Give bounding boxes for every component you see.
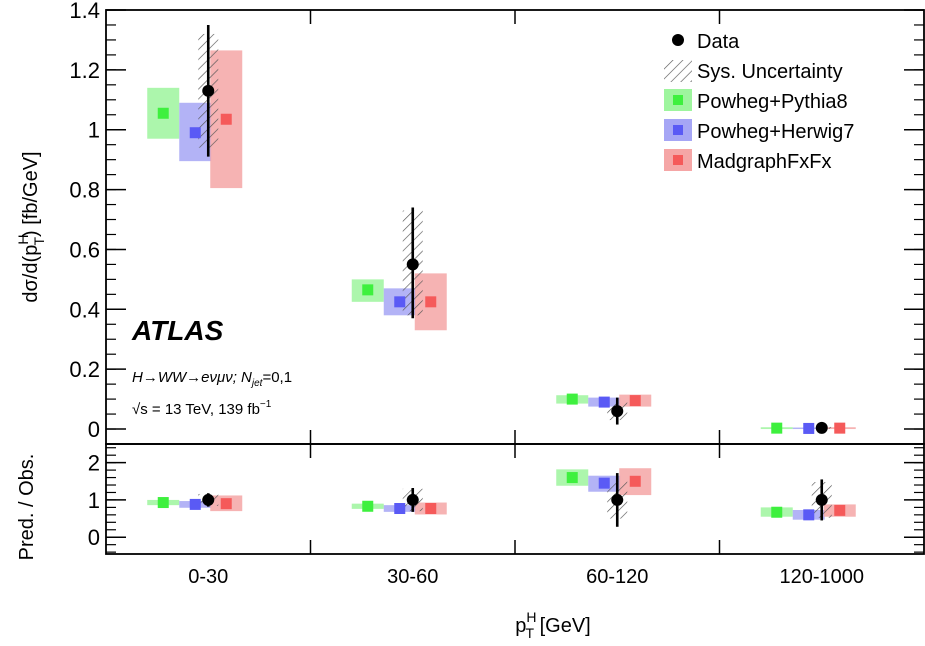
ratio-marker-1-3 [803,509,815,521]
ratio-marker-0-3 [771,506,783,518]
main-marker-1-2 [598,396,610,408]
legend-label-0: Powheg+Pythia8 [697,91,848,113]
x-tick-label: 120-1000 [779,566,864,588]
main-marker-0-0 [157,107,169,119]
legend-sys-swatch [664,60,692,82]
legend-marker-1 [673,125,683,135]
ratio-axes: 0 1 2 [88,444,924,554]
process-label: H→WW→eνμν; Njet=0,1 [132,369,292,389]
legend-data-label: Data [697,31,740,53]
ratio-marker-0-2 [566,472,578,484]
main-marker-1-3 [803,422,815,434]
main-ytick-label: 0.4 [69,297,100,322]
ratio-ytick-label: 1 [88,488,100,513]
main-ytick-label: 0.8 [69,178,100,203]
ratio-marker-2-0 [220,498,232,510]
main-data-point-1 [406,258,419,271]
main-ytick-label: 0 [88,417,100,442]
legend: Data Sys. Uncertainty Powheg+Pythia8 Powh… [664,31,854,173]
main-data-points [202,24,828,434]
ratio-data-point-1 [406,493,419,506]
main-ytick-label: 0.2 [69,357,100,382]
legend-marker-0 [673,95,683,105]
legend-label-2: MadgraphFxFx [697,151,832,173]
ratio-y-axis-title: Pred. / Obs. [16,454,38,561]
main-data-point-0 [202,84,215,97]
ratio-data-points [202,473,828,527]
main-axes: 0 0.2 0.4 0.6 0.8 1 1.2 1.4 [69,0,924,445]
main-ytick-label: 0.6 [69,237,100,262]
x-tick-label: 0-30 [188,566,228,588]
main-marker-2-2 [629,395,641,407]
main-marker-2-1 [425,296,437,308]
ratio-sys-uncertainty [198,481,832,519]
main-marker-0-3 [771,422,783,434]
ratio-marker-1-0 [189,498,201,510]
main-marker-1-0 [189,127,201,139]
main-ytick-label: 1.2 [69,58,100,83]
x-tick-label: 30-60 [387,566,438,588]
ratio-marker-1-2 [598,477,610,489]
main-data-point-3 [815,421,828,434]
x-tick-label: 60-120 [586,566,648,588]
main-marker-2-3 [834,422,846,434]
legend-data-marker [672,34,684,46]
main-ytick-label: 1.4 [69,0,100,23]
ratio-marker-2-3 [834,504,846,516]
ratio-prediction-markers [157,472,846,521]
ratio-data-point-3 [815,493,828,506]
ratio-prediction-bands [147,468,856,520]
ratio-marker-2-2 [629,475,641,487]
atlas-label: ATLAS [131,315,224,346]
ratio-data-point-2 [611,493,624,506]
energy-label: √s = 13 TeV, 139 fb−1 [132,399,272,418]
main-data-point-2 [611,405,624,418]
x-axis: 0-30 30-60 60-120 120-1000 [188,566,864,588]
main-marker-1-1 [394,296,406,308]
ratio-data-point-0 [202,493,215,506]
ratio-marker-2-1 [425,503,437,515]
ratio-marker-0-0 [157,497,169,509]
legend-label-1: Powheg+Herwig7 [697,121,854,143]
ratio-ytick-label: 0 [88,525,100,550]
main-marker-2-0 [220,113,232,125]
main-marker-0-1 [362,284,374,296]
main-marker-0-2 [566,393,578,405]
legend-marker-2 [673,155,683,165]
ratio-marker-0-1 [362,500,374,512]
legend-sys-label: Sys. Uncertainty [697,61,843,83]
main-prediction-markers [157,107,846,434]
ratio-marker-1-1 [394,503,406,515]
ratio-ytick-label: 2 [88,451,100,476]
main-y-axis-title: dσ/d(pHT) [fb/GeV] [15,151,47,302]
main-ytick-label: 1 [88,118,100,143]
x-axis-title: pH T [GeV] [515,609,591,641]
